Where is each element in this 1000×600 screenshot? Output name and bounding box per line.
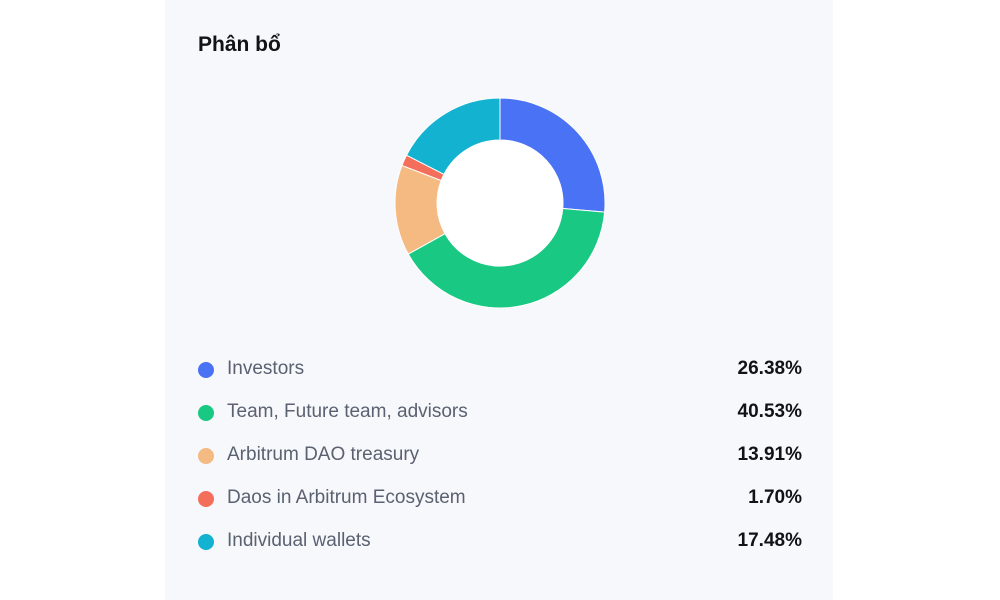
allocation-card: Phân bổ Investors 26.38% Team, Future te…	[165, 0, 833, 600]
legend-dot-team	[198, 405, 214, 421]
legend-value: 1.70%	[748, 487, 802, 508]
legend-value: 40.53%	[737, 401, 802, 422]
legend-item-daos-ecosystem: Daos in Arbitrum Ecosystem 1.70%	[198, 477, 802, 520]
legend-item-individual-wallets: Individual wallets 17.48%	[198, 520, 802, 563]
donut-hole	[437, 140, 563, 266]
legend-label: Daos in Arbitrum Ecosystem	[227, 487, 466, 508]
legend-item-dao-treasury: Arbitrum DAO treasury 13.91%	[198, 434, 802, 477]
allocation-title: Phân bổ	[198, 33, 281, 56]
legend-label: Individual wallets	[227, 530, 371, 551]
legend-dot-investors	[198, 362, 214, 378]
legend-value: 13.91%	[737, 444, 802, 465]
legend-dot-dao-treasury	[198, 448, 214, 464]
legend: Investors 26.38% Team, Future team, advi…	[198, 348, 802, 563]
legend-dot-daos-ecosystem	[198, 491, 214, 507]
legend-label: Team, Future team, advisors	[227, 401, 468, 422]
legend-label: Arbitrum DAO treasury	[227, 444, 420, 465]
legend-dot-individual-wallets	[198, 534, 214, 550]
legend-item-investors: Investors 26.38%	[198, 348, 802, 391]
legend-value: 17.48%	[737, 530, 802, 551]
legend-label: Investors	[227, 358, 305, 379]
donut-chart	[394, 97, 606, 309]
legend-value: 26.38%	[737, 358, 802, 379]
legend-item-team: Team, Future team, advisors 40.53%	[198, 391, 802, 434]
